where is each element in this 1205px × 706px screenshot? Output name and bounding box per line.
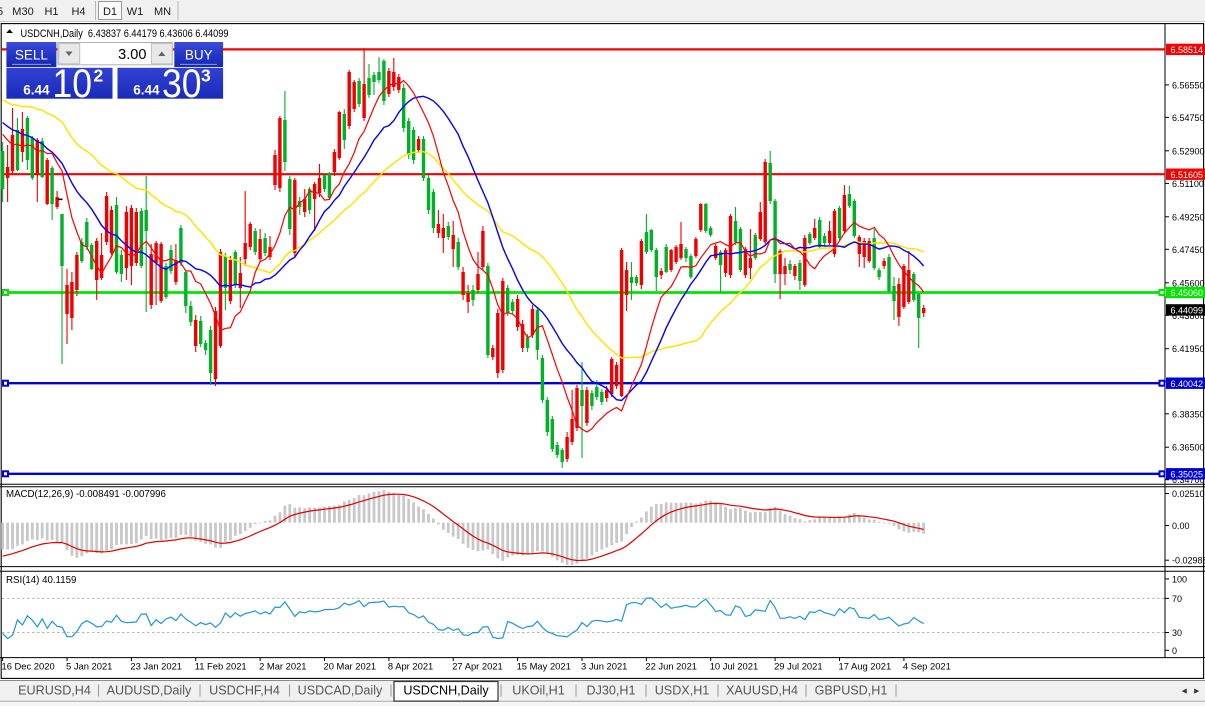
svg-text:SELL: SELL [15,48,49,63]
svg-text:►: ► [1193,686,1201,696]
svg-text:27 Apr 2021: 27 Apr 2021 [452,661,503,672]
svg-text:23 Jan 2021: 23 Jan 2021 [130,661,182,672]
svg-text:DJ30,H1: DJ30,H1 [587,684,636,698]
svg-text:|: | [804,683,807,697]
svg-text:6.36500: 6.36500 [1172,443,1205,453]
svg-text:6.58514: 6.58514 [1171,45,1204,55]
svg-text:6.51605: 6.51605 [1171,170,1204,180]
svg-text:0.025108: 0.025108 [1172,489,1205,499]
svg-text:30: 30 [162,62,202,106]
svg-text:6.38350: 6.38350 [1172,409,1205,419]
svg-text:MACD(12,26,9) -0.008491 -0.007: MACD(12,26,9) -0.008491 -0.007996 [6,489,166,500]
svg-text:USDCAD,Daily: USDCAD,Daily [298,684,383,698]
svg-text:USDX,H1: USDX,H1 [655,684,710,698]
svg-text:6.34700: 6.34700 [1172,475,1205,485]
svg-text:|: | [288,683,291,697]
svg-text:H1: H1 [44,6,58,18]
svg-text:2 Mar 2021: 2 Mar 2021 [259,661,306,672]
svg-text:0.00: 0.00 [1172,521,1190,531]
svg-text:|: | [574,683,577,697]
svg-text:6.44099: 6.44099 [1171,306,1204,316]
svg-text:6.56550: 6.56550 [1172,80,1205,90]
svg-text:MN: MN [154,6,171,18]
svg-text:0: 0 [1172,646,1177,656]
svg-text:6.52900: 6.52900 [1172,146,1205,156]
svg-text:11 Feb 2021: 11 Feb 2021 [195,661,247,672]
svg-text:M30: M30 [12,6,33,18]
svg-text:◄: ◄ [1180,686,1188,696]
svg-text:6.44: 6.44 [133,83,160,98]
svg-text:|: | [894,683,897,697]
svg-text:2: 2 [94,66,104,86]
svg-text:16 Dec 2020: 16 Dec 2020 [2,661,55,672]
svg-text:6.43800: 6.43800 [1172,311,1205,321]
svg-text:10: 10 [53,62,93,106]
svg-text:UKOil,H1: UKOil,H1 [512,684,564,698]
svg-text:D1: D1 [103,6,117,18]
svg-text:6.40042: 6.40042 [1171,379,1204,389]
svg-text:RSI(14) 40.1159: RSI(14) 40.1159 [6,575,76,586]
svg-text:AUDUSD,Daily: AUDUSD,Daily [107,684,192,698]
svg-text:3.00: 3.00 [118,47,146,63]
svg-text:USDCNH,Daily: USDCNH,Daily [403,684,489,698]
svg-text:6.44: 6.44 [23,83,50,98]
svg-text:6.49250: 6.49250 [1172,212,1205,222]
svg-text:6.35025: 6.35025 [1171,469,1204,479]
svg-text:15 May 2021: 15 May 2021 [517,661,571,672]
svg-text:|: | [198,683,201,697]
svg-text:6.51100: 6.51100 [1172,179,1204,189]
svg-text:BUY: BUY [185,48,213,63]
svg-text:|: | [716,683,719,697]
svg-text:EURUSD,H4: EURUSD,H4 [18,684,91,698]
svg-text:20 Mar 2021: 20 Mar 2021 [324,661,377,672]
svg-text:H4: H4 [71,6,85,18]
svg-text:8 Apr 2021: 8 Apr 2021 [388,661,433,672]
svg-text:USDCNH,Daily 6.43837 6.44179: USDCNH,Daily 6.43837 6.44179 6.43606 6.4… [21,28,229,40]
svg-text:|: | [389,683,392,697]
svg-text:-0.02988: -0.02988 [1172,556,1205,566]
svg-text:|: | [644,683,647,697]
svg-text:XAUUSD,H4: XAUUSD,H4 [726,684,798,698]
svg-text:100: 100 [1172,574,1187,584]
svg-text:GBPUSD,H1: GBPUSD,H1 [815,684,888,698]
svg-text:6.54750: 6.54750 [1172,113,1205,123]
svg-text:5 Jan 2021: 5 Jan 2021 [66,661,112,672]
svg-text:4 Sep 2021: 4 Sep 2021 [903,661,951,672]
svg-text:10 Jul 2021: 10 Jul 2021 [710,661,758,672]
svg-text:W1: W1 [127,6,144,18]
svg-text:17 Aug 2021: 17 Aug 2021 [839,661,892,672]
svg-text:6.41950: 6.41950 [1172,344,1205,354]
svg-text:5: 5 [0,6,3,18]
svg-text:29 Jul 2021: 29 Jul 2021 [774,661,822,672]
svg-text:3 Jun 2021: 3 Jun 2021 [581,661,627,672]
svg-text:|: | [97,683,100,697]
svg-text:3: 3 [201,66,211,86]
svg-text:USDCHF,H4: USDCHF,H4 [209,684,280,698]
svg-text:|: | [499,683,502,697]
svg-text:6.45600: 6.45600 [1172,278,1205,288]
svg-text:22 Jun 2021: 22 Jun 2021 [645,661,697,672]
svg-text:30: 30 [1172,628,1182,638]
svg-text:6.45060: 6.45060 [1171,288,1204,298]
svg-text:70: 70 [1172,594,1182,604]
svg-text:6.47450: 6.47450 [1172,245,1205,255]
